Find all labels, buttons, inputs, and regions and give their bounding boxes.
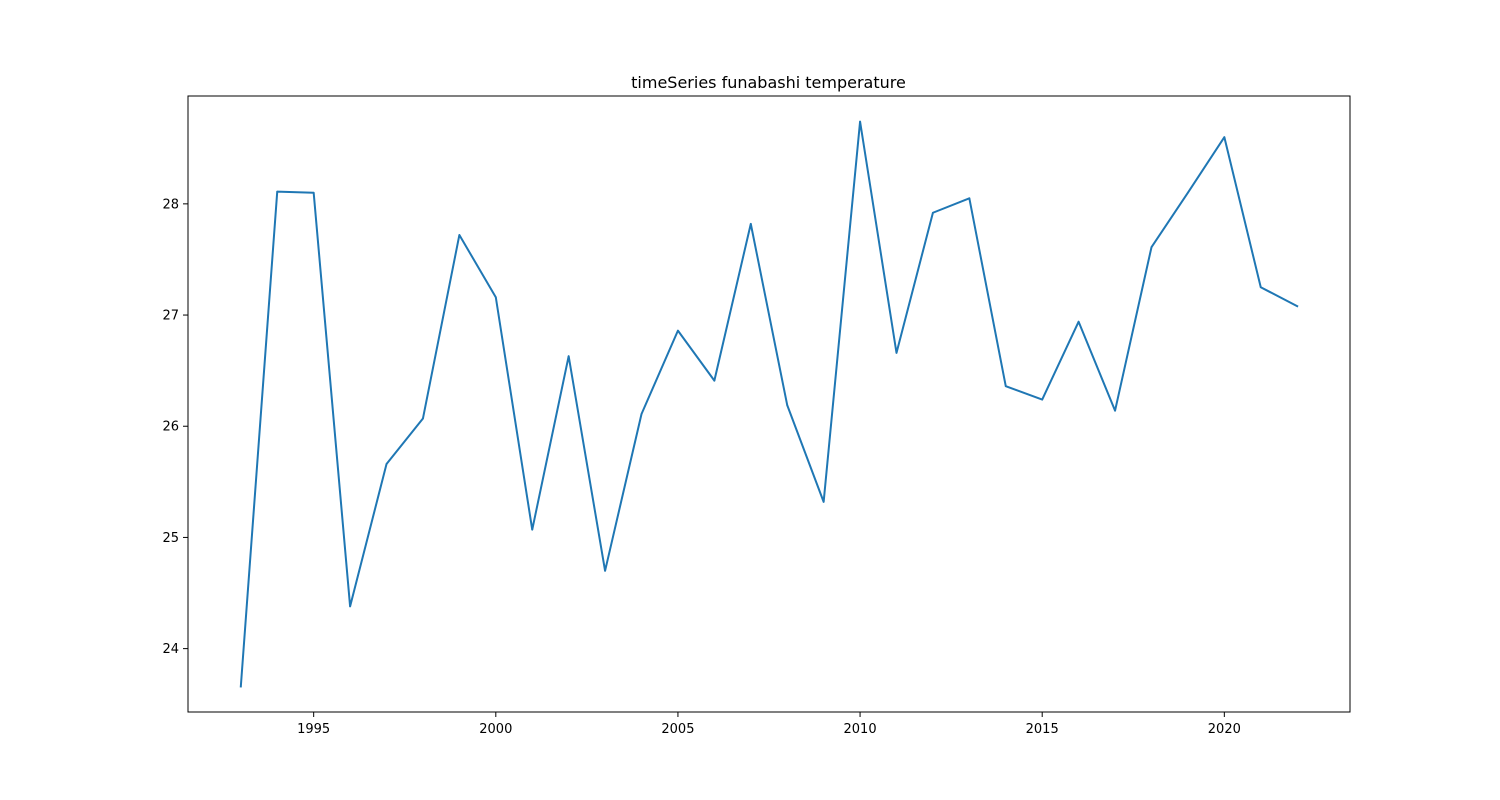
- data-point: [1004, 385, 1007, 388]
- data-point: [822, 501, 825, 503]
- data-point: [385, 463, 388, 465]
- plot-frame: [187, 95, 1351, 713]
- data-point: [349, 605, 351, 608]
- x-tick-label: 2005: [661, 722, 694, 737]
- data-point: [1259, 286, 1262, 289]
- data-point: [786, 404, 789, 406]
- y-axis: 24 25 26 27 28: [162, 197, 188, 657]
- x-tick-label: 2020: [1208, 722, 1241, 737]
- data-point: [1077, 320, 1080, 323]
- x-tick-label: 2000: [479, 722, 512, 737]
- data-point: [1296, 305, 1298, 307]
- data-point: [458, 234, 461, 236]
- y-tick-label: 25: [162, 531, 179, 546]
- series-line: [239, 120, 1299, 688]
- data-point: [495, 296, 497, 299]
- data-point: [895, 352, 898, 354]
- data-point: [312, 191, 315, 194]
- y-tick-label: 28: [162, 197, 179, 212]
- y-tick-label: 27: [162, 309, 179, 324]
- data-point: [240, 685, 242, 688]
- data-point: [932, 211, 934, 214]
- data-point: [1223, 136, 1226, 138]
- x-tick-label: 2015: [1026, 722, 1059, 737]
- data-point: [567, 355, 570, 357]
- data-point: [276, 190, 279, 193]
- y-tick-label: 24: [162, 642, 179, 657]
- data-point: [677, 329, 679, 332]
- data-points: [240, 120, 1298, 688]
- data-point: [604, 569, 606, 572]
- data-point: [859, 120, 861, 123]
- data-point: [713, 379, 716, 382]
- data-point: [1187, 191, 1189, 194]
- data-point: [749, 223, 752, 225]
- data-point: [1114, 409, 1116, 412]
- data-point: [422, 417, 424, 420]
- data-point: [1041, 398, 1043, 401]
- data-point: [640, 413, 643, 415]
- data-point: [531, 528, 534, 531]
- y-tick-label: 26: [162, 420, 179, 435]
- x-tick-label: 2010: [844, 722, 877, 737]
- x-axis: 1995 2000 2005 2010 2015 2020: [297, 712, 1241, 737]
- data-point: [1150, 246, 1153, 249]
- x-tick-label: 1995: [297, 722, 330, 737]
- chart-title: timeSeries funabashi temperature: [631, 73, 906, 92]
- data-point: [968, 197, 971, 200]
